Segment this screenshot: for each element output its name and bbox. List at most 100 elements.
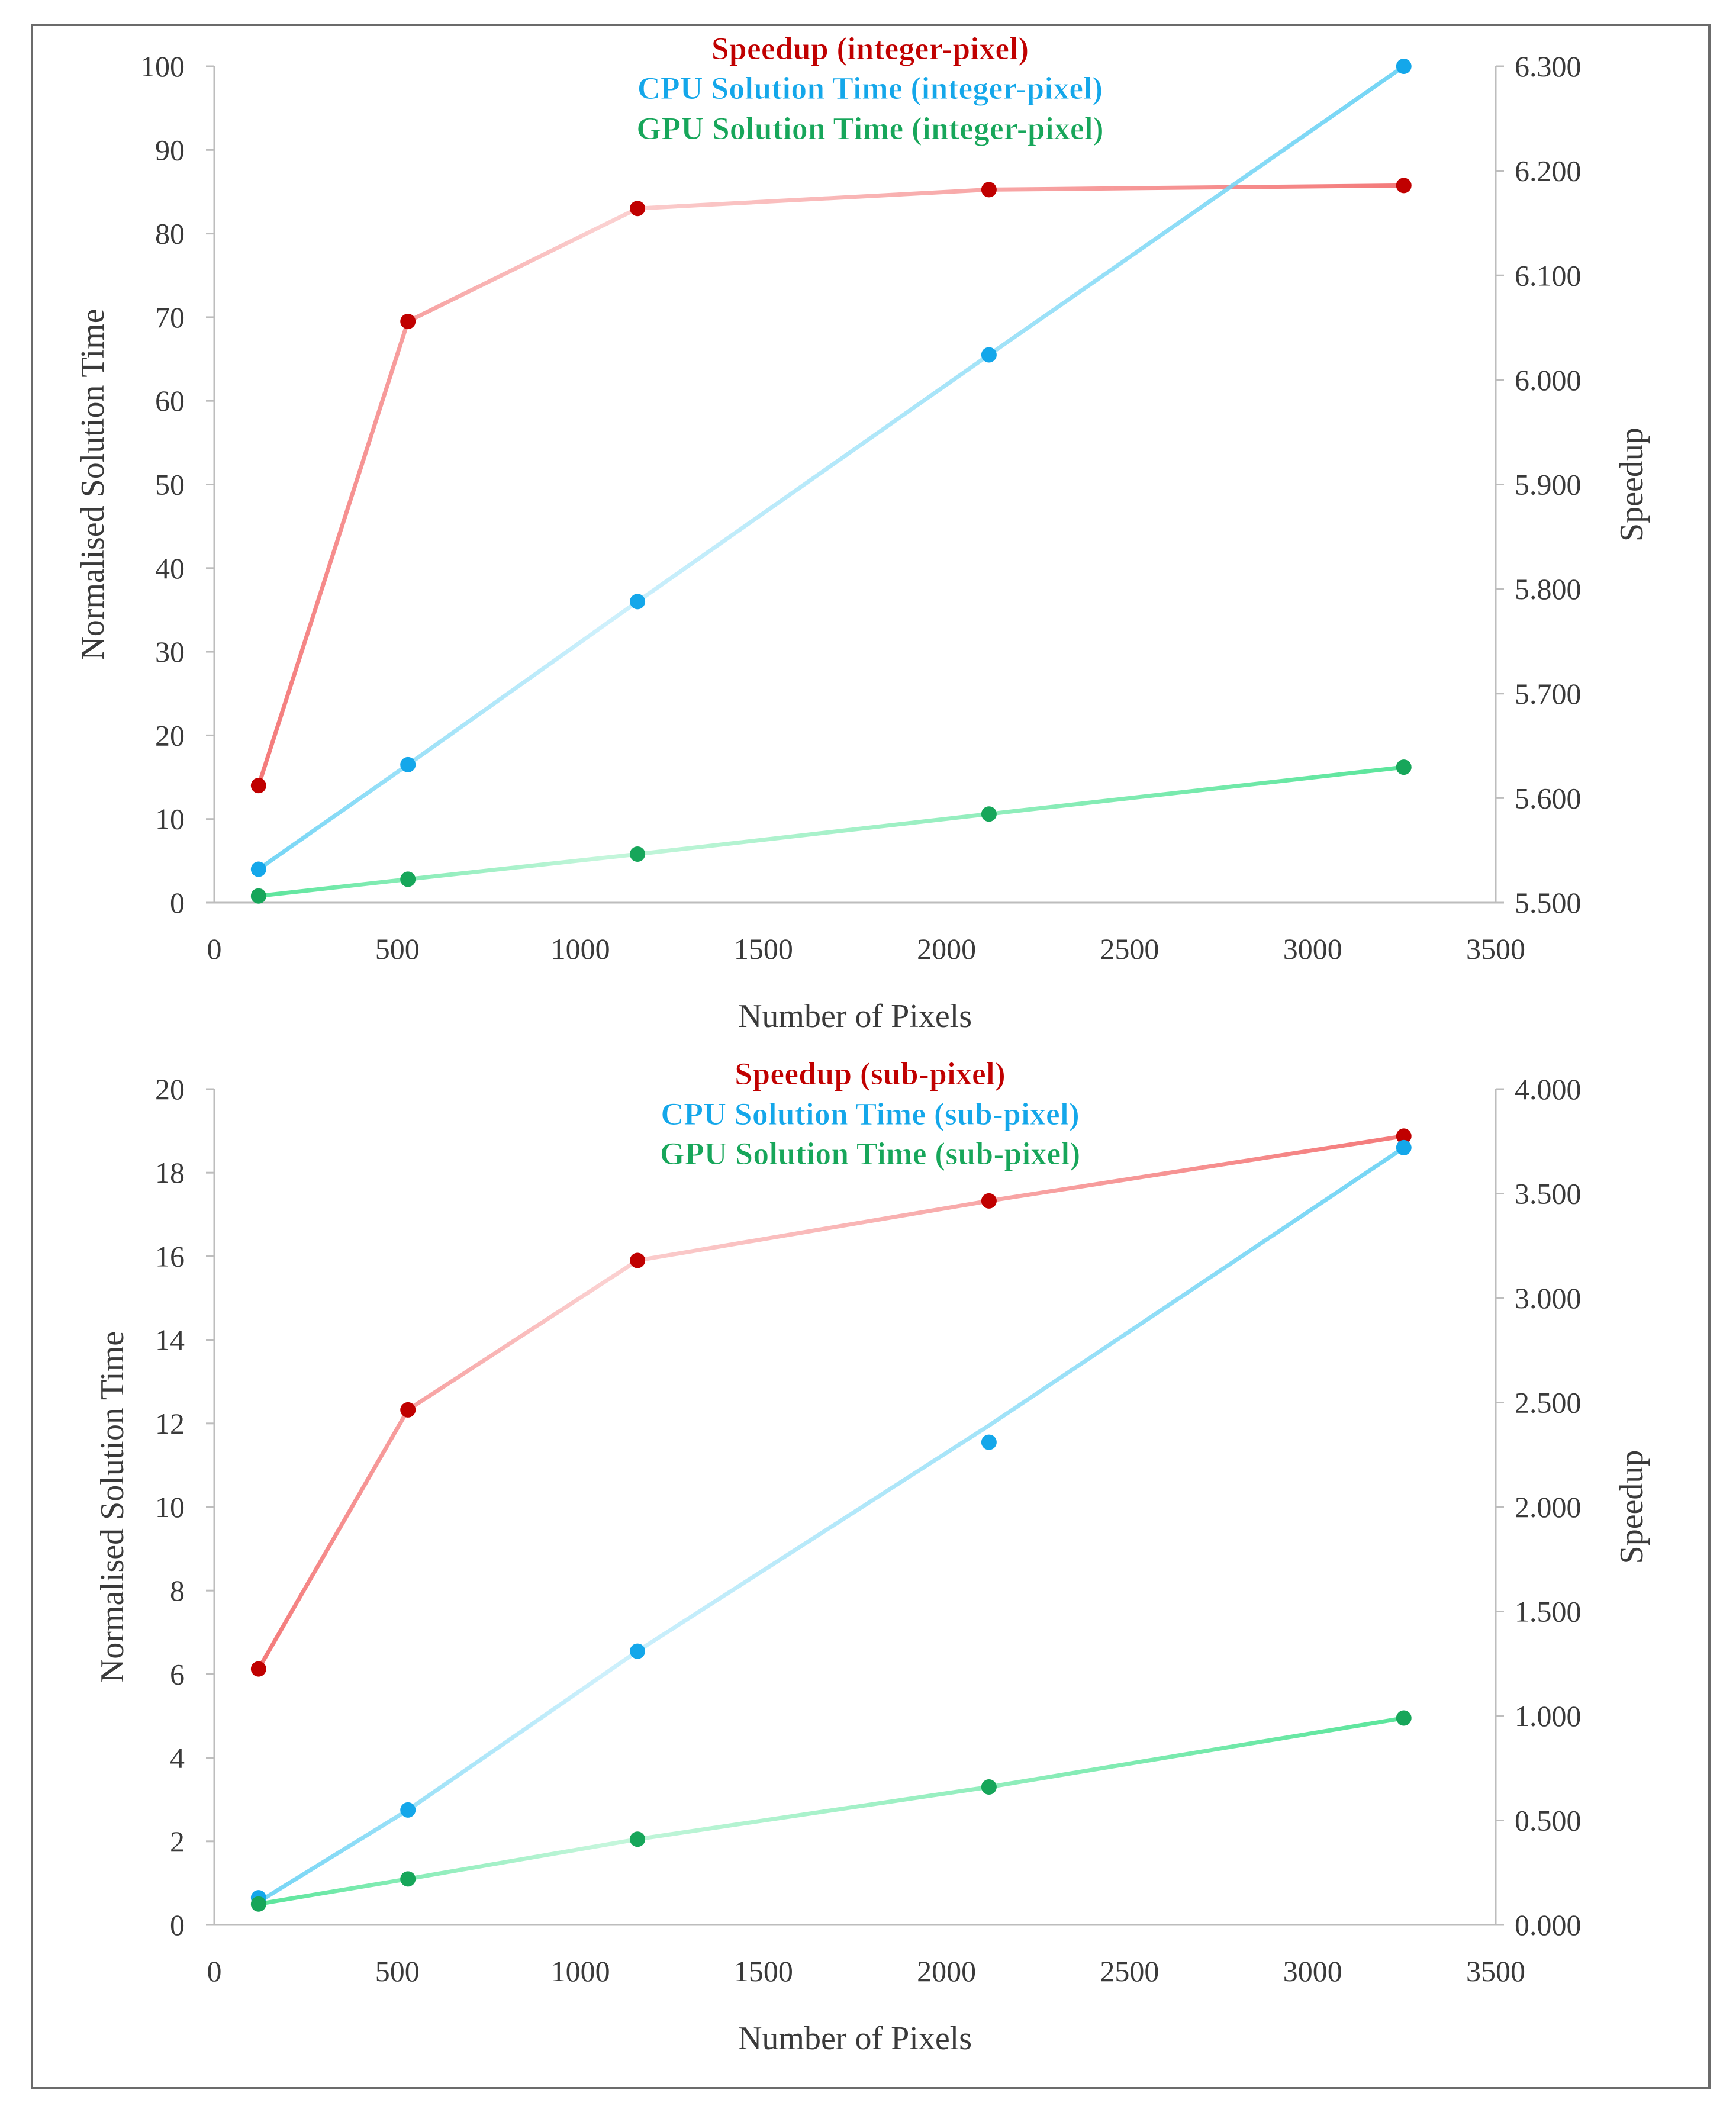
legend-entry: CPU Solution Time (integer-pixel) [637, 70, 1103, 106]
y2-tick-label: 6.300 [1515, 50, 1582, 83]
x-tick-label: 1000 [551, 1954, 610, 1988]
data-point [981, 1779, 997, 1795]
y2-tick-label: 4.000 [1515, 1073, 1582, 1106]
y-tick-label: 4 [170, 1741, 185, 1775]
y-tick-label: 6 [170, 1657, 185, 1690]
x-tick-label: 500 [375, 1954, 420, 1988]
y2-tick-label: 2.500 [1515, 1386, 1582, 1419]
y2-tick-label: 2.000 [1515, 1490, 1582, 1524]
x-tick-label: 0 [207, 932, 222, 965]
y2-tick-label: 3.500 [1515, 1177, 1582, 1210]
data-point [981, 1193, 997, 1209]
y-tick-label: 0 [170, 1908, 185, 1941]
x-tick-label: 500 [375, 932, 420, 965]
data-point [250, 861, 266, 877]
data-point [400, 313, 416, 329]
data-point [1396, 1139, 1412, 1155]
data-point [1396, 59, 1412, 74]
series-line [256, 765, 1406, 899]
data-point [400, 1402, 416, 1418]
data-point [630, 201, 646, 217]
y2-tick-label: 6.100 [1515, 259, 1582, 292]
data-point [250, 778, 266, 794]
x-tick-label: 3000 [1283, 1954, 1342, 1988]
y2-tick-label: 5.800 [1515, 572, 1582, 606]
series-line [256, 1134, 1406, 1672]
data-point [250, 888, 266, 904]
x-tick-label: 2000 [917, 932, 976, 965]
series-line [256, 1145, 1406, 1904]
data-point [630, 594, 646, 610]
legend-entry: GPU Solution Time (integer-pixel) [636, 111, 1103, 146]
x-tick-label: 3500 [1466, 1954, 1525, 1988]
data-point [400, 1871, 416, 1887]
y-tick-label: 20 [155, 719, 185, 752]
y2-axis-title: Speedup [1613, 427, 1650, 542]
x-axis-title: Number of Pixels [738, 2020, 972, 2057]
y-tick-label: 2 [170, 1825, 185, 1858]
x-tick-label: 1500 [734, 1954, 793, 1988]
series-line [256, 64, 1406, 871]
y2-axis-title: Speedup [1613, 1450, 1650, 1564]
legend-entry: CPU Solution Time (sub-pixel) [661, 1096, 1080, 1132]
x-tick-label: 2500 [1100, 1954, 1159, 1988]
data-point [981, 1434, 997, 1450]
legend-entry: GPU Solution Time (sub-pixel) [660, 1136, 1081, 1171]
y2-tick-label: 5.600 [1515, 781, 1582, 814]
y-tick-label: 90 [155, 133, 185, 166]
legend-entry: Speedup (sub-pixel) [735, 1056, 1006, 1091]
data-point [250, 1896, 266, 1912]
x-tick-label: 3500 [1466, 932, 1525, 965]
y2-tick-label: 5.900 [1515, 468, 1582, 501]
data-point [981, 182, 997, 198]
y2-tick-label: 5.700 [1515, 677, 1582, 710]
y-tick-label: 14 [155, 1324, 185, 1357]
data-point [981, 347, 997, 363]
y2-tick-label: 3.000 [1515, 1281, 1582, 1315]
y-tick-label: 12 [155, 1407, 185, 1440]
data-point [630, 1643, 646, 1659]
y-tick-label: 10 [155, 1490, 185, 1524]
data-point [981, 806, 997, 822]
y-tick-label: 0 [170, 886, 185, 919]
series-line [256, 1716, 1406, 1907]
y2-tick-label: 1.000 [1515, 1699, 1582, 1733]
x-axis-title: Number of Pixels [738, 998, 972, 1035]
y2-tick-label: 0.500 [1515, 1804, 1582, 1837]
series-line [256, 183, 1406, 788]
y-tick-label: 60 [155, 384, 185, 417]
y-tick-label: 80 [155, 217, 185, 250]
y-tick-label: 18 [155, 1156, 185, 1189]
y-tick-label: 8 [170, 1574, 185, 1607]
x-tick-label: 2000 [917, 1954, 976, 1988]
data-point [250, 1661, 266, 1677]
y-tick-label: 40 [155, 552, 185, 585]
y-tick-label: 50 [155, 468, 185, 501]
x-tick-label: 1500 [734, 932, 793, 965]
y-tick-label: 10 [155, 803, 185, 836]
y2-tick-label: 6.200 [1515, 154, 1582, 188]
data-point [1396, 178, 1412, 194]
y-tick-label: 70 [155, 301, 185, 334]
y-axis-title: Normalised Solution Time [94, 1331, 131, 1683]
y-tick-label: 16 [155, 1239, 185, 1273]
y2-tick-label: 1.500 [1515, 1595, 1582, 1628]
y2-tick-label: 6.000 [1515, 363, 1582, 397]
legend-entry: Speedup (integer-pixel) [711, 31, 1029, 66]
data-point [1396, 759, 1412, 775]
x-tick-label: 1000 [551, 932, 610, 965]
x-tick-label: 3000 [1283, 932, 1342, 965]
x-tick-label: 2500 [1100, 932, 1159, 965]
y-axis-title: Normalised Solution Time [75, 308, 111, 660]
y-tick-label: 100 [140, 50, 185, 83]
chart-1: 0 10 20 30 40 50 60 70 80 90 100 5.500 5.600 5.700 5.8… [75, 31, 1650, 1035]
data-point [630, 1252, 646, 1268]
data-point [630, 1831, 646, 1847]
x-tick-label: 0 [207, 1954, 222, 1988]
chart-2: 0 2 4 6 8 10 12 14 16 18 20 0.000 0.500 1.000 1.500 2.0… [94, 1056, 1650, 2057]
data-point [1396, 1128, 1412, 1144]
data-point [630, 846, 646, 862]
data-point [400, 871, 416, 887]
figure-frame [31, 24, 1711, 2089]
y2-tick-label: 0.000 [1515, 1908, 1582, 1941]
